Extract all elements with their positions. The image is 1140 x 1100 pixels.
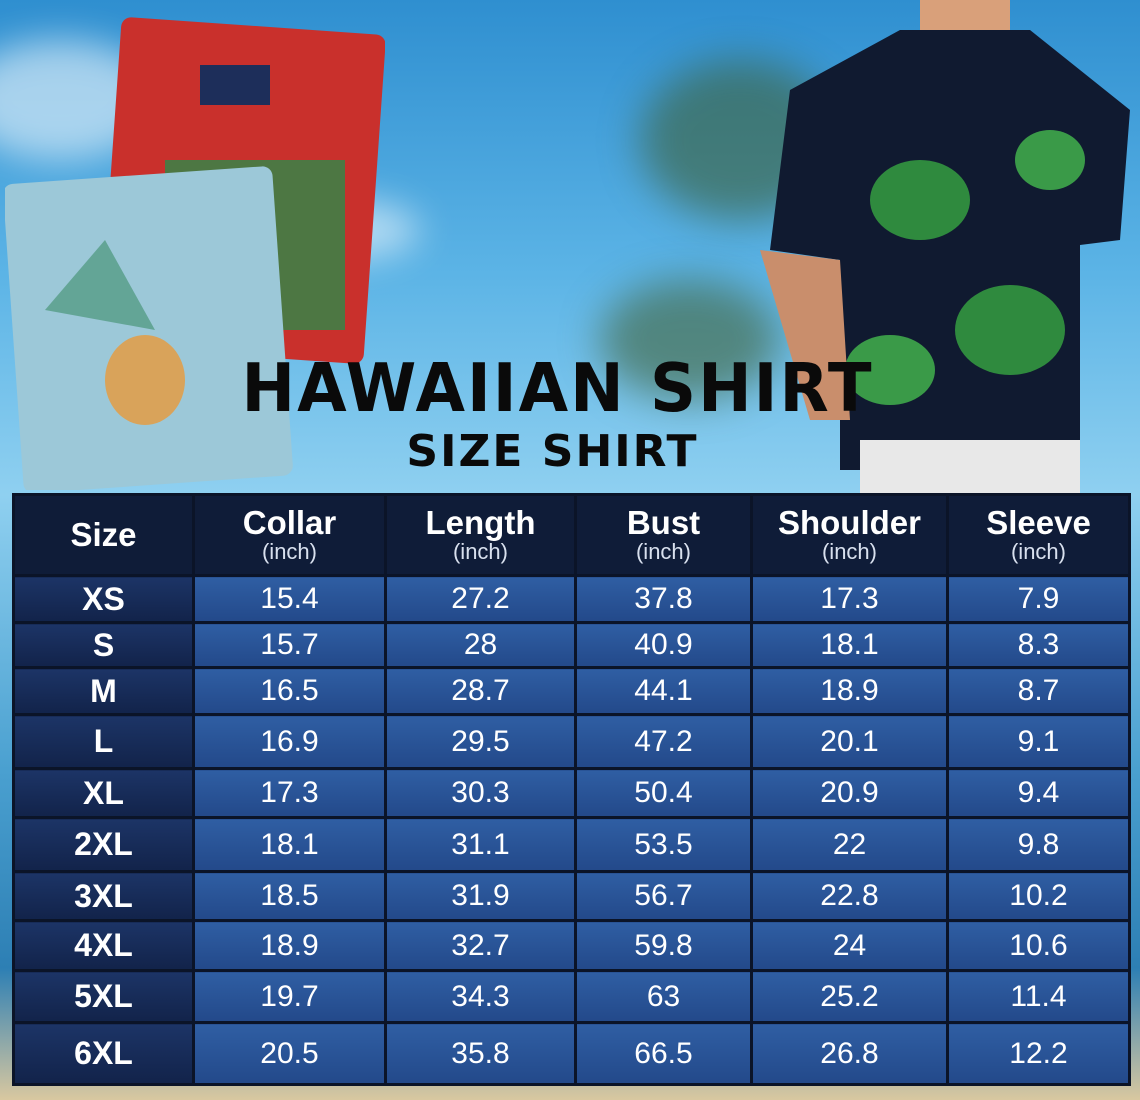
palm-tree-blur (600, 280, 780, 400)
measurement-cell: 50.4 (574, 767, 753, 819)
table-row: XS 15.4 27.2 37.8 17.3 7.9 (12, 574, 1131, 624)
column-unit: (inch) (821, 539, 877, 564)
column-unit: (inch) (261, 539, 317, 564)
column-header-shoulder: Shoulder (inch) (750, 493, 949, 577)
column-header-bust: Bust (inch) (574, 493, 753, 577)
measurement-cell: 28 (384, 621, 577, 669)
measurement-cell: 34.3 (384, 969, 577, 1024)
measurement-cell: 20.5 (192, 1021, 387, 1086)
measurement-cell: 20.1 (750, 713, 949, 770)
measurement-cell: 19.7 (192, 969, 387, 1024)
column-header-sleeve: Sleeve (inch) (946, 493, 1131, 577)
measurement-cell: 35.8 (384, 1021, 577, 1086)
measurement-cell: 22 (750, 816, 949, 873)
measurement-cell: 16.9 (192, 713, 387, 770)
measurement-cell: 16.5 (192, 666, 387, 716)
size-cell: XS (12, 574, 195, 624)
measurement-cell: 20.9 (750, 767, 949, 819)
measurement-cell: 10.6 (946, 919, 1131, 972)
measurement-cell: 7.9 (946, 574, 1131, 624)
size-cell: XL (12, 767, 195, 819)
header-row: Size Collar (inch) Length (inch) Bust (inch) Sh… (12, 493, 1131, 577)
column-label: Shoulder (777, 504, 921, 541)
table-row: L 16.9 29.5 47.2 20.1 9.1 (12, 713, 1131, 770)
size-cell: S (12, 621, 195, 669)
column-header-length: Length (inch) (384, 493, 577, 577)
measurement-cell: 18.1 (750, 621, 949, 669)
measurement-cell: 17.3 (750, 574, 949, 624)
page-title: HAWAIIAN SHIRT (241, 350, 874, 428)
measurement-cell: 37.8 (574, 574, 753, 624)
size-cell: L (12, 713, 195, 770)
measurement-cell: 9.4 (946, 767, 1131, 819)
table-row: 2XL 18.1 31.1 53.5 22 9.8 (12, 816, 1131, 873)
column-label: Length (425, 504, 536, 541)
table-row: XL 17.3 30.3 50.4 20.9 9.4 (12, 767, 1131, 819)
measurement-cell: 56.7 (574, 870, 753, 922)
measurement-cell: 32.7 (384, 919, 577, 972)
column-label: Collar (242, 504, 337, 541)
column-header-size: Size (12, 493, 195, 577)
measurement-cell: 10.2 (946, 870, 1131, 922)
measurement-cell: 28.7 (384, 666, 577, 716)
measurement-cell: 12.2 (946, 1021, 1131, 1086)
measurement-cell: 31.1 (384, 816, 577, 873)
measurement-cell: 27.2 (384, 574, 577, 624)
measurement-cell: 11.4 (946, 969, 1131, 1024)
model-shirt-image (760, 0, 1130, 495)
column-label: Bust (626, 504, 701, 541)
column-unit: (inch) (1010, 539, 1066, 564)
measurement-cell: 47.2 (574, 713, 753, 770)
measurement-cell: 8.3 (946, 621, 1131, 669)
table-row: 4XL 18.9 32.7 59.8 24 10.6 (12, 919, 1131, 972)
measurement-cell: 30.3 (384, 767, 577, 819)
size-cell: 5XL (12, 969, 195, 1024)
size-cell: 2XL (12, 816, 195, 873)
measurement-cell: 9.1 (946, 713, 1131, 770)
column-unit: (inch) (635, 539, 691, 564)
measurement-cell: 18.1 (192, 816, 387, 873)
measurement-cell: 59.8 (574, 919, 753, 972)
measurement-cell: 53.5 (574, 816, 753, 873)
column-label: Sleeve (986, 504, 1091, 541)
measurement-cell: 18.9 (192, 919, 387, 972)
page-subtitle: SIZE SHIRT (406, 426, 699, 477)
measurement-cell: 17.3 (192, 767, 387, 819)
measurement-cell: 31.9 (384, 870, 577, 922)
column-unit: (inch) (452, 539, 508, 564)
measurement-cell: 66.5 (574, 1021, 753, 1086)
measurement-cell: 44.1 (574, 666, 753, 716)
table-row: 6XL 20.5 35.8 66.5 26.8 12.2 (12, 1021, 1131, 1086)
table-row: 3XL 18.5 31.9 56.7 22.8 10.2 (12, 870, 1131, 922)
measurement-cell: 63 (574, 969, 753, 1024)
measurement-cell: 8.7 (946, 666, 1131, 716)
measurement-cell: 18.9 (750, 666, 949, 716)
measurement-cell: 25.2 (750, 969, 949, 1024)
measurement-cell: 26.8 (750, 1021, 949, 1086)
measurement-cell: 15.4 (192, 574, 387, 624)
measurement-cell: 15.7 (192, 621, 387, 669)
measurement-cell: 24 (750, 919, 949, 972)
table-row: M 16.5 28.7 44.1 18.9 8.7 (12, 666, 1131, 716)
size-cell: 3XL (12, 870, 195, 922)
table-row: 5XL 19.7 34.3 63 25.2 11.4 (12, 969, 1131, 1024)
size-cell: 4XL (12, 919, 195, 972)
measurement-cell: 9.8 (946, 816, 1131, 873)
size-chart-table: Size Collar (inch) Length (inch) Bust (inch) Sh… (12, 493, 1131, 1086)
measurement-cell: 22.8 (750, 870, 949, 922)
measurement-cell: 18.5 (192, 870, 387, 922)
size-cell: 6XL (12, 1021, 195, 1086)
column-label: Size (70, 516, 137, 553)
column-header-collar: Collar (inch) (192, 493, 387, 577)
measurement-cell: 40.9 (574, 621, 753, 669)
size-cell: M (12, 666, 195, 716)
table-row: S 15.7 28 40.9 18.1 8.3 (12, 621, 1131, 669)
measurement-cell: 29.5 (384, 713, 577, 770)
folded-shirts-image (5, 17, 385, 490)
